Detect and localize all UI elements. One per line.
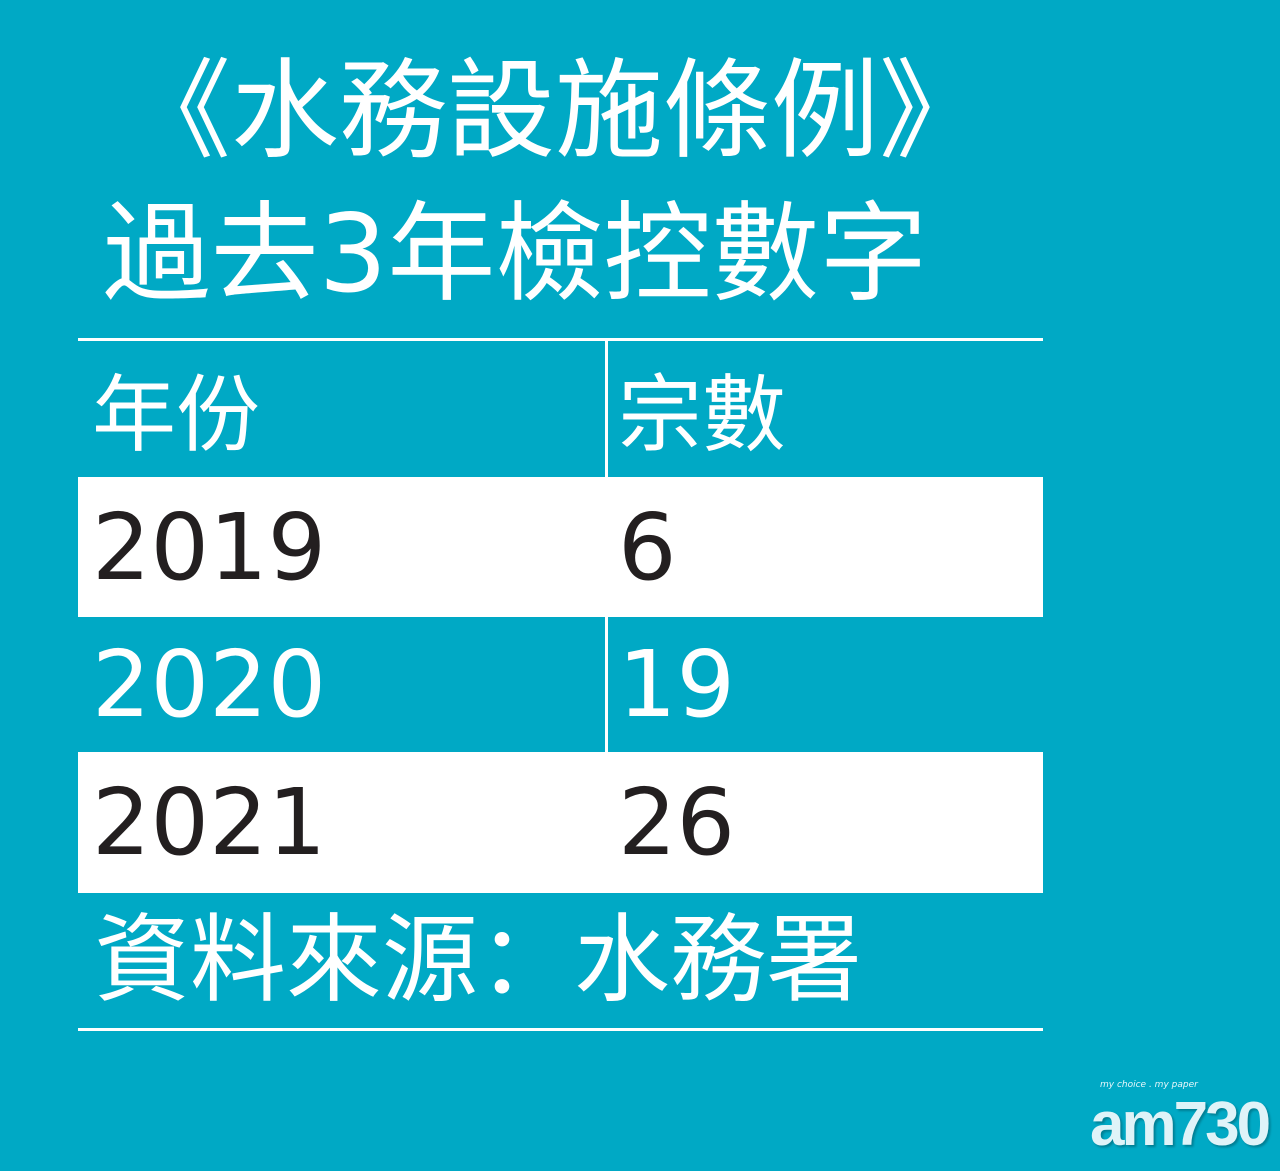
count-cell: 26 <box>618 769 736 876</box>
title-line-2: 過去3年檢控數字 <box>102 192 928 317</box>
count-cell: 6 <box>618 493 677 601</box>
table-row: 2019 6 <box>78 477 1043 617</box>
title-line-1: 《水務設施條例》 <box>122 49 987 174</box>
source-note: 資料來源：水務署 <box>94 904 862 1016</box>
logo-brand: am730 <box>1090 1090 1271 1159</box>
year-cell: 2019 <box>92 493 327 601</box>
am730-logo: my choice . my paper am730 <box>1090 1080 1271 1160</box>
table-row: 2021 26 <box>78 752 1043 893</box>
year-cell: 2021 <box>92 769 327 876</box>
header-count: 宗數 <box>618 366 787 464</box>
column-divider <box>605 617 608 752</box>
bottom-rule <box>78 1028 1043 1031</box>
table-row: 2020 19 <box>78 617 1043 752</box>
column-divider <box>605 341 608 477</box>
header-year: 年份 <box>92 366 261 464</box>
year-cell: 2020 <box>92 631 327 738</box>
count-cell: 19 <box>618 631 736 738</box>
table-header: 年份 宗數 <box>78 341 1043 476</box>
top-rule <box>78 338 1043 341</box>
logo-tagline: my choice . my paper <box>1100 1080 1198 1090</box>
